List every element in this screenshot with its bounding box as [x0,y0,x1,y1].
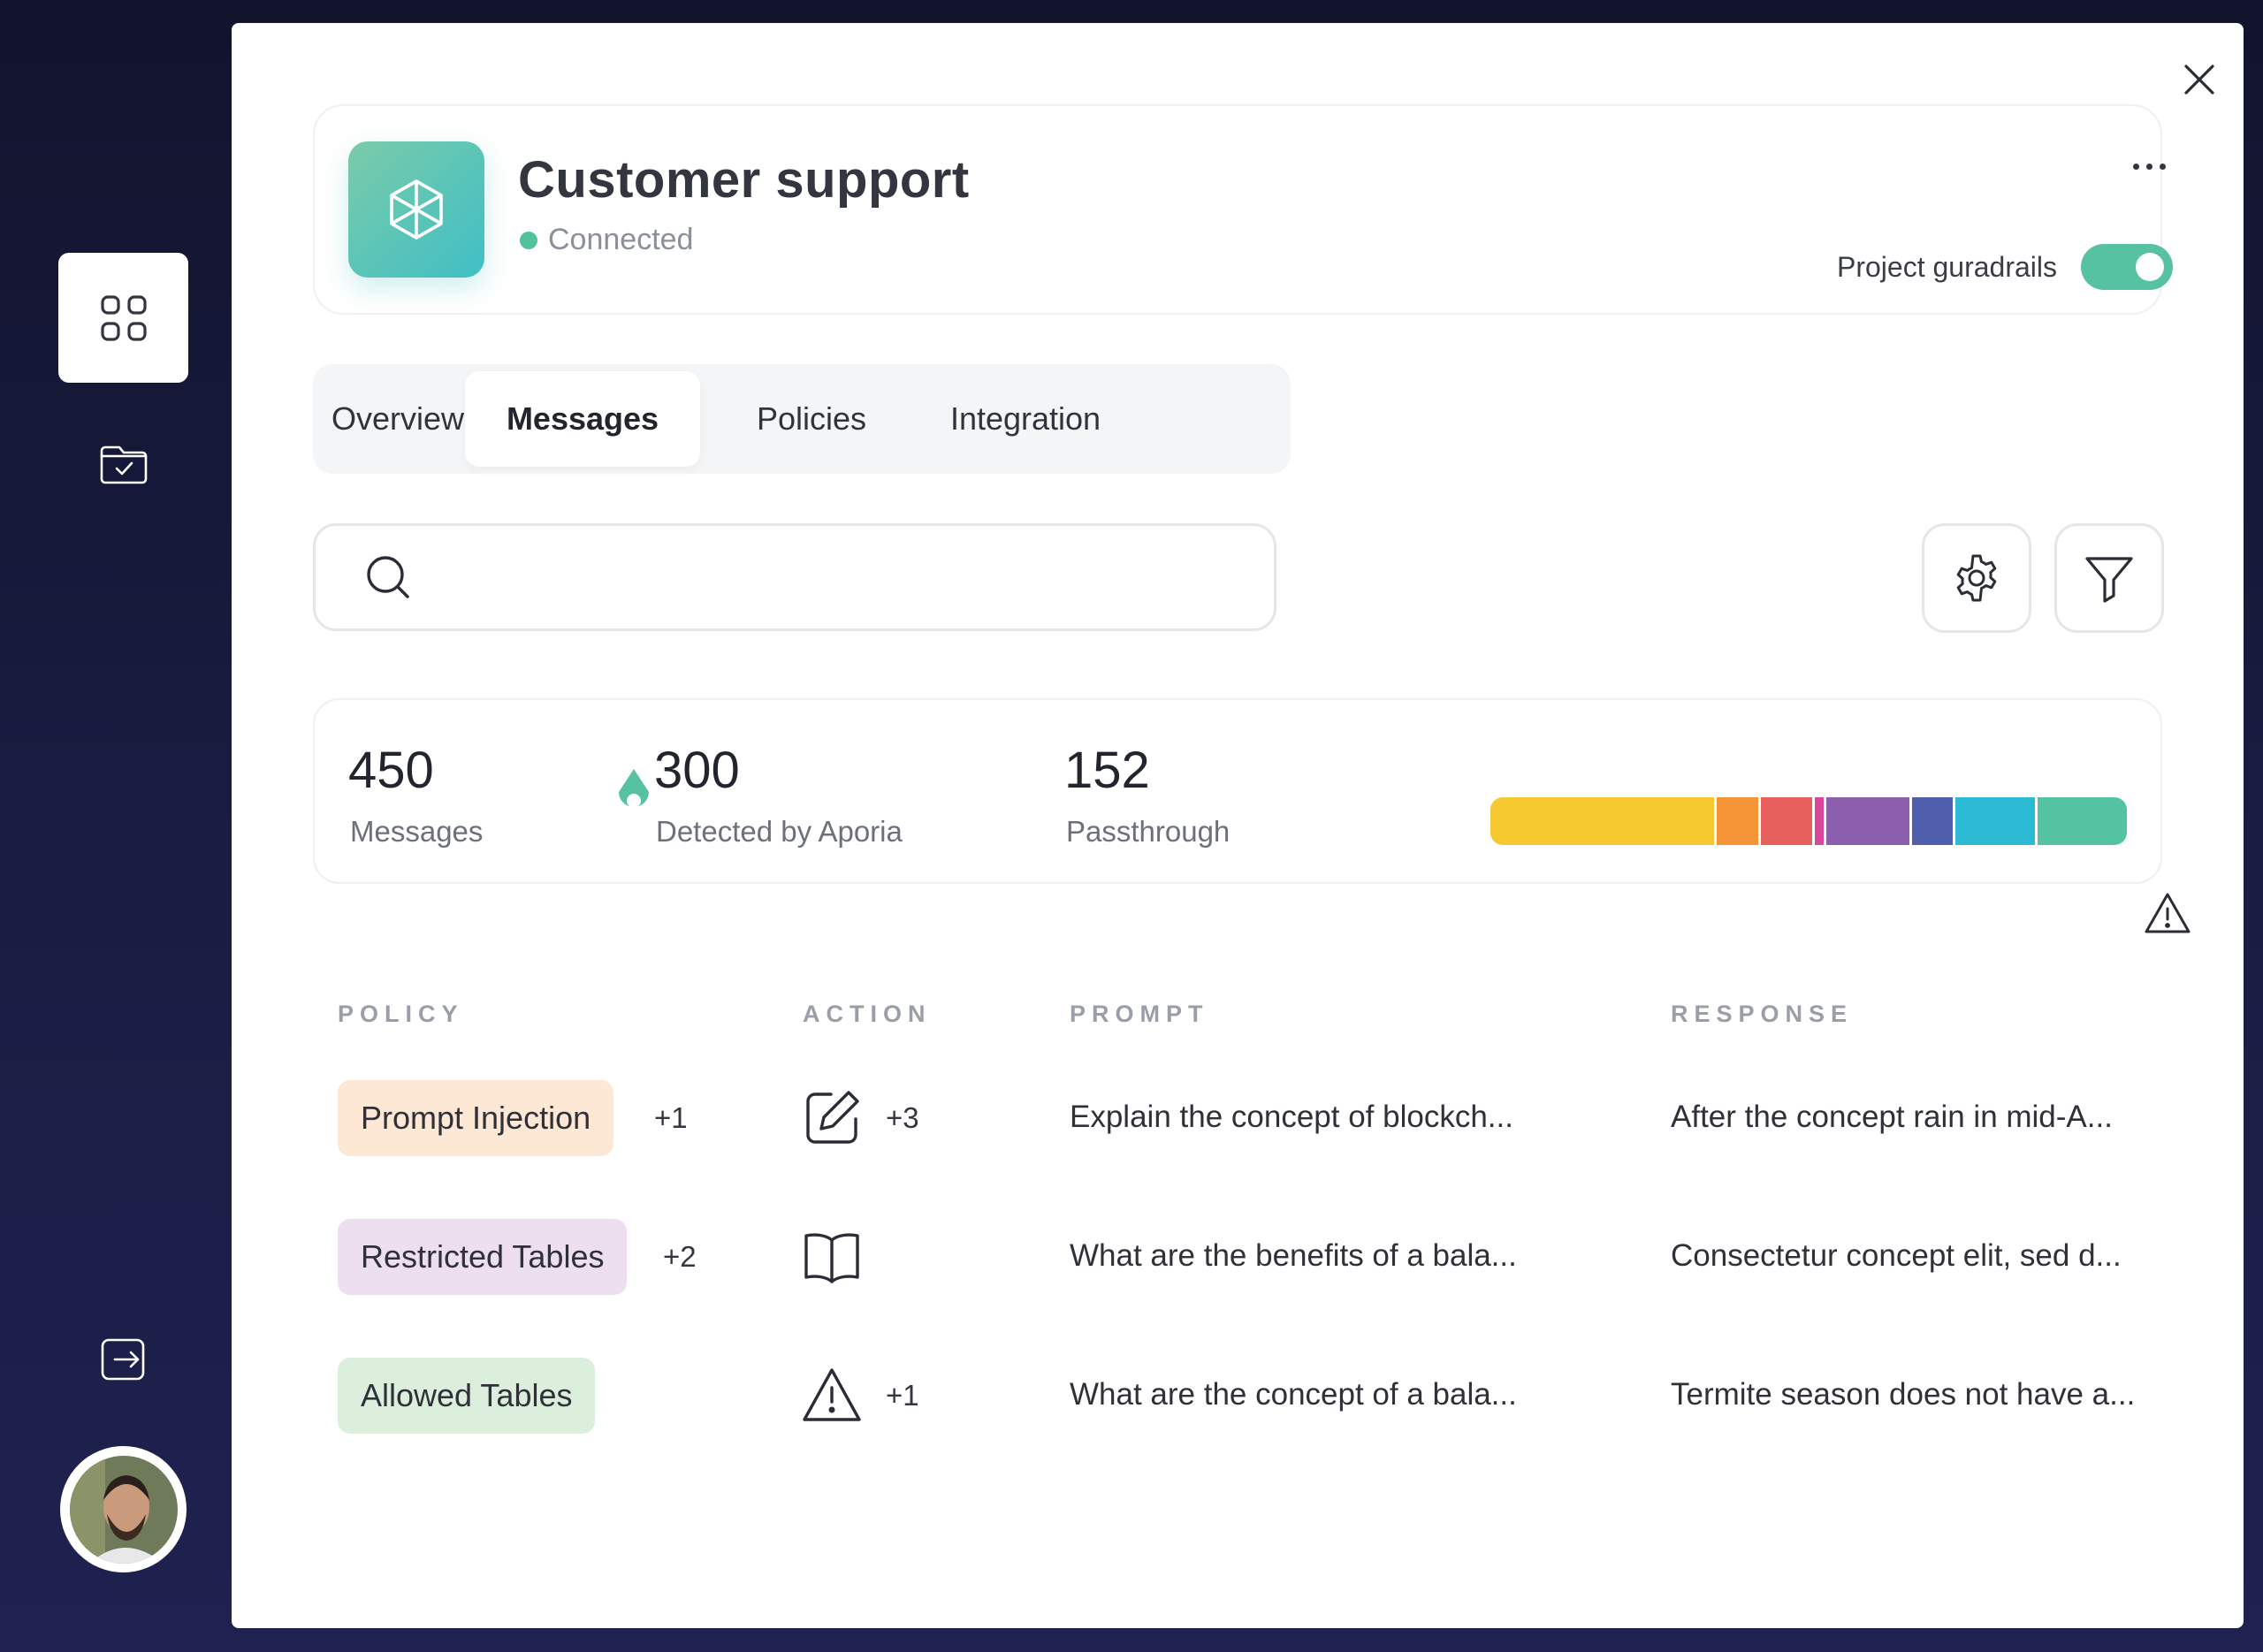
filter-button[interactable] [2054,523,2164,633]
distribution-segment [1760,797,1816,845]
detected-count: 300 [654,742,740,799]
project-title: Customer support [518,151,970,209]
distribution-segment [1815,797,1827,845]
grid-icon [100,294,147,341]
passthrough-count: 152 [1064,742,1150,799]
logout-nav-button[interactable] [58,1294,188,1424]
policy-pill[interactable]: Prompt Injection [338,1080,614,1156]
tab-policies[interactable]: Policies [756,400,867,437]
close-button[interactable] [2173,53,2226,106]
prompt-cell: What are the concept of a bala... [1070,1377,1517,1412]
logout-icon [101,1338,144,1380]
guardrails-label: Project guradrails [1837,251,2057,283]
response-cell: Termite season does not have a... [1671,1377,2136,1412]
distribution-segment [1716,797,1761,845]
distribution-segment [1490,797,1717,845]
dashboard-nav-button[interactable] [58,253,188,383]
search-input[interactable] [431,542,1261,613]
toggle-knob [2136,253,2164,281]
tab-overview[interactable]: Overview [331,400,465,437]
prompt-cell: What are the benefits of a bala... [1070,1238,1517,1273]
detected-label: Detected by Aporia [656,815,903,848]
tab-bar: Overview Messages Policies Integration [313,364,1291,474]
distribution-segment [2038,797,2127,845]
more-dot [2132,163,2139,170]
tab-integration[interactable]: Integration [949,400,1101,437]
policy-pill[interactable]: Restricted Tables [338,1219,628,1295]
action-extra-count: +3 [886,1101,919,1134]
policy-pill[interactable]: Allowed Tables [338,1358,596,1434]
more-dot [2145,163,2153,170]
settings-button[interactable] [1922,523,2031,633]
connection-status: Connected [520,223,693,257]
prompt-cell: Explain the concept of blockch... [1070,1100,1513,1134]
user-avatar[interactable] [60,1446,187,1572]
warning-icon[interactable] [2143,889,2192,939]
distribution-segment [1954,797,2038,845]
policy-extra-count: +2 [663,1240,697,1273]
passthrough-label: Passthrough [1066,815,1231,848]
policy-extra-count: +1 [654,1101,688,1134]
project-modal: Customer support Connected Project gurad… [232,23,2244,1628]
table-row[interactable]: Allowed Tables +1 What are the concept o… [232,1358,2244,1446]
warning-icon [803,1368,861,1421]
table-row[interactable]: Prompt Injection +1 +3 Explain the conce… [232,1080,2244,1169]
distribution-segment [1912,797,1955,845]
cube-icon [390,179,443,240]
distribution-bar [1490,797,2127,845]
book-icon [804,1233,859,1283]
messages-label: Messages [350,815,484,848]
project-app-icon [348,141,484,278]
status-text: Connected [548,223,694,256]
projects-nav-button[interactable] [58,398,188,528]
sidebar-rail [0,0,232,1652]
search-icon [367,556,409,598]
status-dot [520,231,537,249]
table-row[interactable]: Restricted Tables +2 What are the benefi… [232,1219,2244,1307]
more-dot [2159,163,2166,170]
close-icon [2184,65,2214,95]
edit-icon [806,1091,859,1144]
response-cell: After the concept rain in mid-A... [1671,1100,2113,1134]
filter-icon [2085,557,2133,603]
header-action: ACTION [803,1001,932,1027]
header-policy: POLICY [338,1001,464,1027]
stats-card: 450 Messages 300 Detected by Aporia 152 … [313,698,2162,884]
distribution-segment [1826,797,1913,845]
more-options-button[interactable] [2118,148,2180,184]
gear-icon [1956,554,1997,602]
tab-messages[interactable]: Messages [465,371,700,467]
response-cell: Consectetur concept elit, sed d... [1671,1238,2122,1273]
header-response: RESPONSE [1671,1001,1854,1027]
action-extra-count: +1 [886,1379,919,1412]
header-prompt: PROMPT [1070,1001,1209,1027]
aporia-logo-icon [619,769,649,808]
guardrails-toggle[interactable] [2081,244,2173,290]
messages-count: 450 [348,742,434,799]
project-header-card: Customer support Connected Project gurad… [313,104,2173,315]
search-box [313,523,1276,631]
folder-check-icon [100,445,147,483]
avatar-photo [69,1455,178,1564]
